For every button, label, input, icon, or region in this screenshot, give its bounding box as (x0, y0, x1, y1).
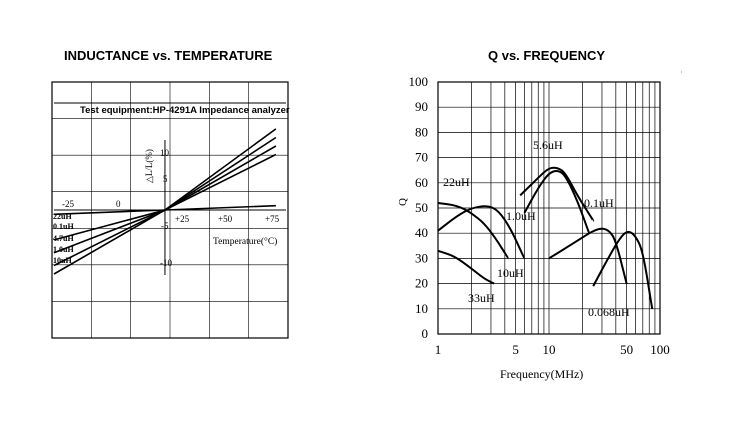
series-label: 0.068uH (588, 305, 630, 319)
chart-title-inductance: INDUCTANCE vs. TEMPERATURE (64, 48, 273, 63)
y-tick-label: 100 (409, 74, 429, 89)
x-tick-label: 100 (650, 342, 670, 357)
series-label: 10uH (53, 256, 72, 265)
inductance-x-axis-label: Temperature(°C) (213, 236, 277, 247)
y-tick-label: 70 (415, 150, 428, 165)
y-tick-label: 60 (415, 175, 428, 190)
x-tick-label: +25 (175, 214, 190, 224)
q-x-axis-label: Frequency(MHz) (500, 367, 583, 381)
y-tick-label: 80 (415, 124, 428, 139)
series-label: 0.1uH (584, 196, 614, 210)
q-series-lines (437, 166, 654, 309)
series-line-0-1uH (548, 227, 628, 284)
x-tick-label: 5 (512, 342, 519, 357)
y-tick-label: 10 (160, 148, 170, 158)
series-label: 33uH (468, 291, 495, 305)
y-tick-label: 30 (415, 250, 428, 265)
y-tick-label: 5 (163, 174, 168, 184)
test-equipment-annotation: Test equipment:HP-4291A Impedance analyz… (80, 105, 290, 116)
y-tick-label: 90 (415, 99, 428, 114)
series-label: 22uH (53, 212, 72, 221)
x-tick-label: 1 (435, 342, 442, 357)
series-label: 4.7uH (53, 234, 74, 243)
series-line-5-6uH (519, 166, 595, 222)
x-tick-label: -25 (62, 199, 74, 209)
x-tick-label: +75 (265, 214, 280, 224)
x-tick-label: 50 (620, 342, 633, 357)
series-label: 1.0uH (506, 209, 536, 223)
y-tick-label: 0 (422, 326, 429, 341)
q-y-axis-label: Q (397, 198, 409, 206)
series-label: 5.6uH (533, 138, 563, 152)
series-line-1-0uH (523, 170, 591, 235)
q-tick-labels: 0 10 20 30 40 50 60 70 80 90 100 1 5 10 50 100 (409, 74, 670, 357)
series-line-22uH (437, 202, 510, 260)
x-tick-label: 0 (116, 199, 121, 209)
x-tick-label: +50 (218, 214, 233, 224)
y-tick-label: 40 (415, 225, 428, 240)
y-tick-label: 50 (415, 200, 428, 215)
inductance-chart: Test equipment:HP-4291A Impedance analyz… (51, 81, 290, 339)
series-line-10uH (53, 128, 277, 275)
series-line-0-068uH (592, 230, 654, 309)
series-line-10uH (437, 205, 526, 260)
y-tick-label: -5 (161, 221, 169, 231)
x-tick-label: 10 (543, 342, 556, 357)
q-grid (438, 82, 660, 334)
series-label: 1.0uH (53, 245, 74, 254)
y-tick-label: 20 (415, 276, 428, 291)
inductance-y-axis-label: △L/L(%) (144, 149, 154, 183)
series-label: 0.1uH (53, 222, 74, 231)
series-line-33uH (437, 249, 495, 285)
y-tick-label: -10 (160, 258, 172, 268)
inductance-tick-labels: -25 0 +25 +50 +75 10 5 -5 -10 (62, 148, 280, 268)
chart-title-q: Q vs. FREQUENCY (488, 48, 606, 63)
inductance-series-lines (53, 128, 277, 275)
y-tick-label: 10 (415, 301, 428, 316)
series-label: 10uH (497, 266, 524, 280)
series-label: 22uH (443, 175, 470, 189)
